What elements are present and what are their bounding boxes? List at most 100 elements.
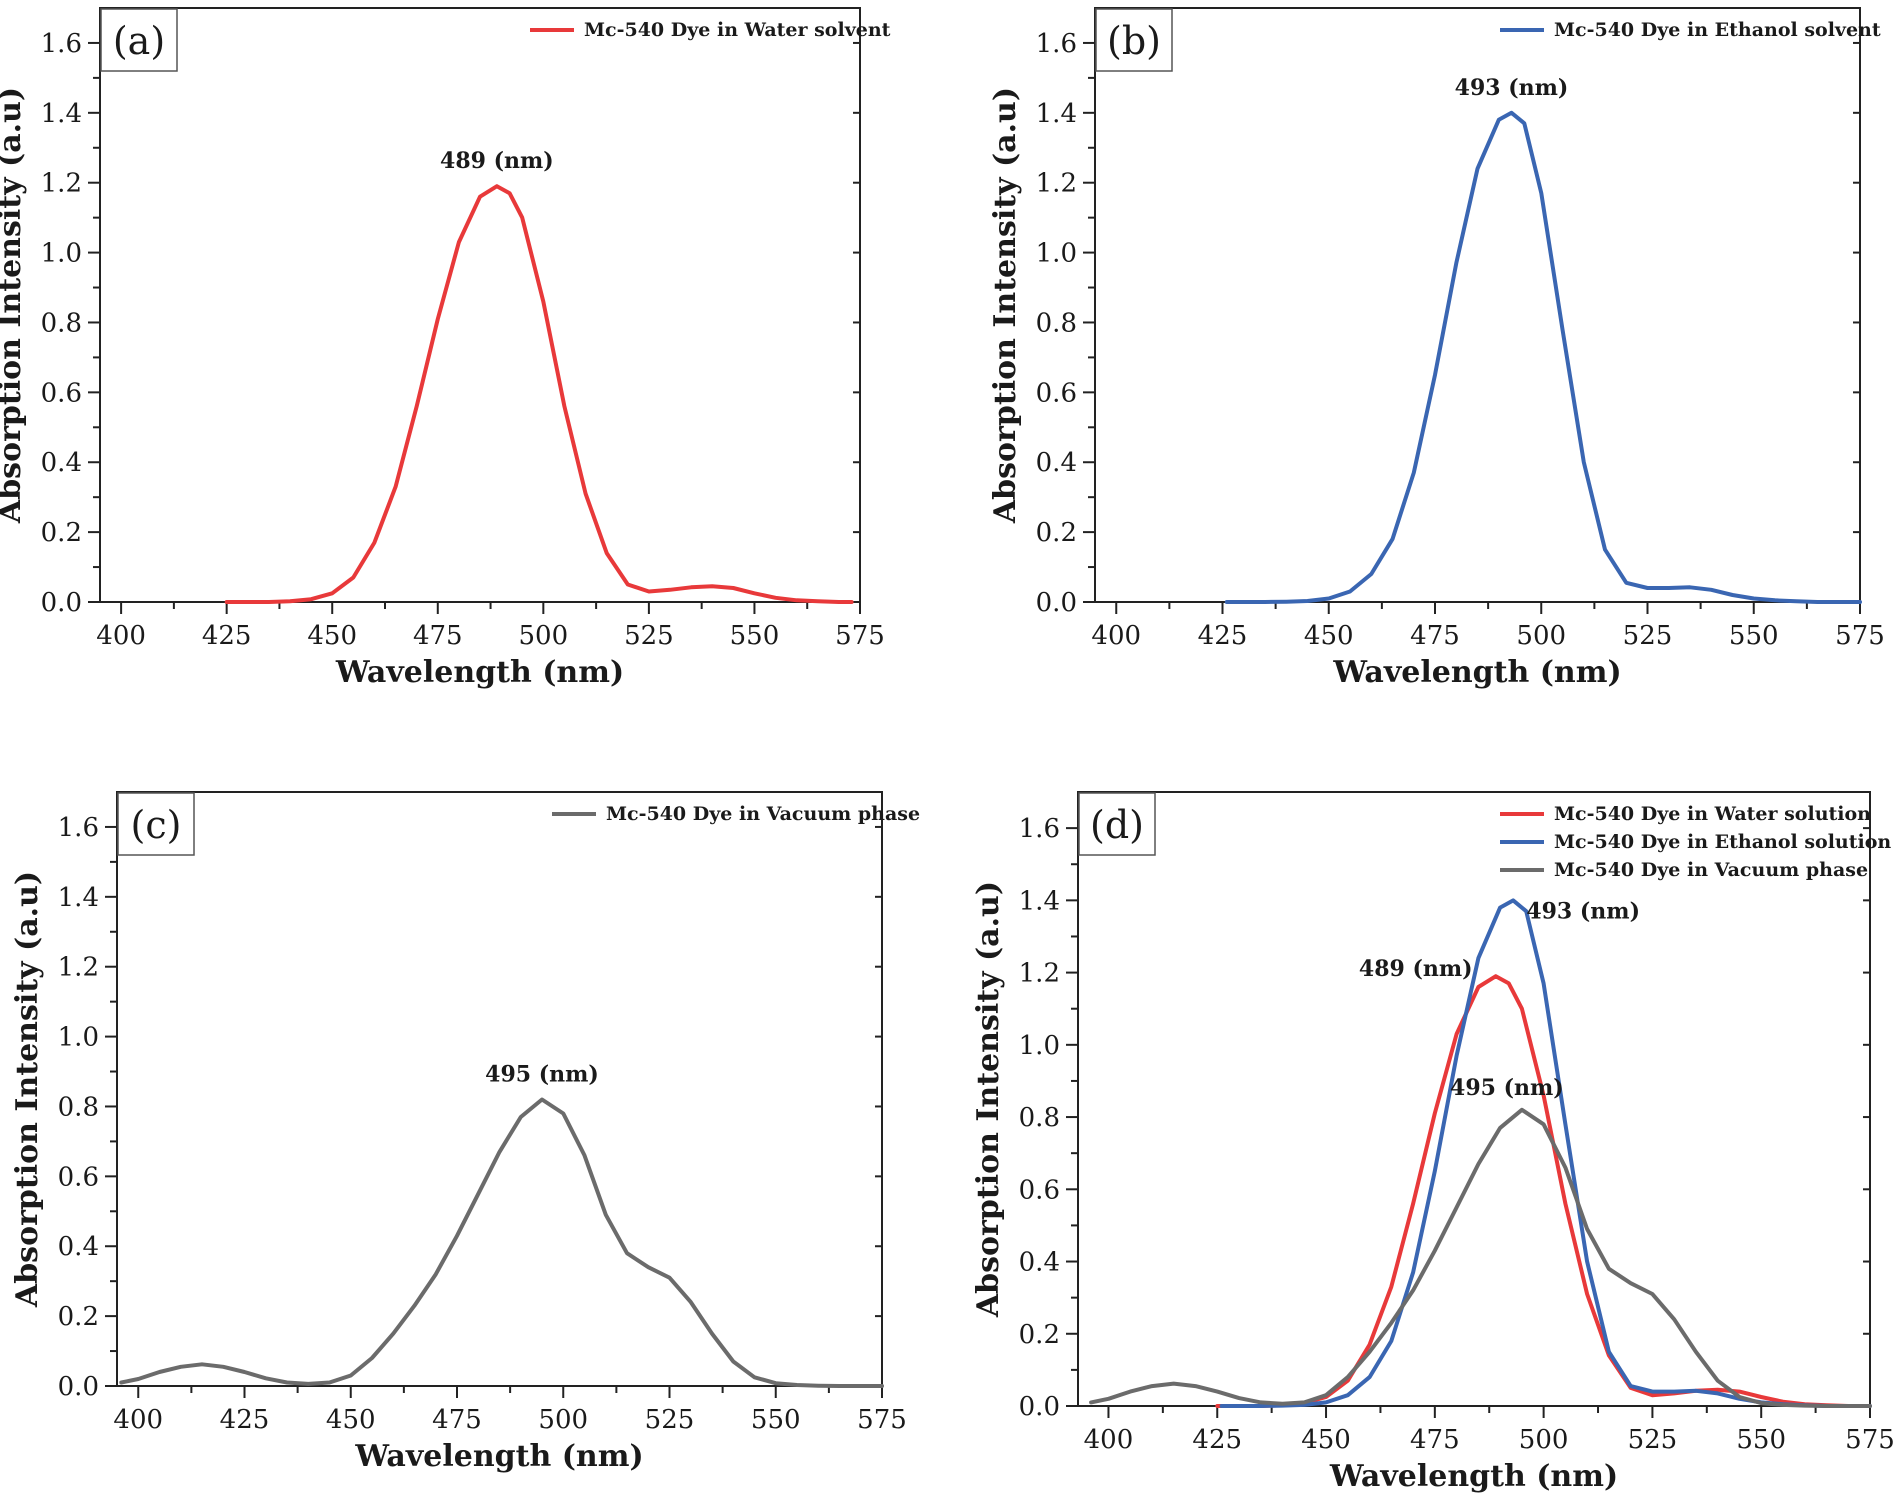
x-tick-label: 500 [1519, 1425, 1569, 1455]
chart-panel-d: 400 425 450 475 500 525 550 575 0.0 0.2 0.4 0.6 0.8 1… [971, 791, 1895, 1494]
x-tick-label: 575 [1845, 1425, 1895, 1455]
y-tick-label: 0.2 [1019, 1320, 1060, 1350]
y-tick-label: 0.2 [1036, 518, 1077, 548]
y-tick-label: 0.0 [41, 588, 82, 618]
x-tick-label: 575 [857, 1405, 907, 1435]
x-tick-label: 575 [835, 621, 885, 651]
x-tick-label: 425 [1198, 621, 1248, 651]
panel-label-box [100, 8, 178, 72]
legend-label-1: Mc-540 Dye in Ethanol solvent [1554, 19, 1881, 41]
x-tick-label: 450 [1304, 621, 1354, 651]
peak-annotation: 495 (nm) [1450, 1075, 1564, 1101]
series-line-1 [224, 184, 854, 604]
y-tick-label: 0.8 [41, 308, 82, 338]
plot-frame [1077, 791, 1871, 1407]
y-tick-label: 0.2 [58, 1302, 99, 1332]
x-tick-label: 500 [1516, 621, 1566, 651]
series-line-2 [1219, 898, 1872, 1408]
x-tick-label: 400 [113, 1405, 163, 1435]
y-tick-label: 0.0 [1036, 588, 1077, 618]
y-tick-label: 1.4 [1036, 99, 1077, 129]
y-tick-label: 0.6 [1036, 378, 1077, 408]
y-tick-label: 0.6 [41, 378, 82, 408]
y-tick-label: 0.0 [1019, 1392, 1060, 1422]
x-tick-label: 475 [432, 1405, 482, 1435]
panel-label-box [1078, 792, 1156, 856]
y-axis-title: Absorption Intensity (a.u) [10, 871, 45, 1308]
peak-annotation: 493 (nm) [1526, 898, 1640, 924]
x-axis-title: Wavelength (nm) [1329, 1459, 1618, 1494]
peak-annotation: 489 (nm) [440, 148, 554, 174]
plot-frame [116, 791, 883, 1387]
x-tick-label: 525 [645, 1405, 695, 1435]
x-tick-label: 425 [1192, 1425, 1242, 1455]
y-tick-label: 1.4 [1019, 886, 1060, 916]
x-axis-title: Wavelength (nm) [354, 1439, 643, 1474]
y-tick-label: 1.0 [1036, 239, 1077, 269]
legend-label-2: Mc-540 Dye in Ethanol solution [1554, 831, 1891, 853]
x-tick-label: 500 [538, 1405, 588, 1435]
x-tick-label: 400 [1091, 621, 1141, 651]
x-tick-label: 550 [1729, 621, 1779, 651]
y-tick-label: 1.4 [58, 883, 99, 913]
series-line-1 [1215, 974, 1864, 1408]
series-line-3 [1089, 1107, 1872, 1408]
x-tick-label: 500 [519, 621, 569, 651]
y-tick-label: 1.0 [58, 1023, 99, 1053]
y-tick-label: 1.2 [58, 953, 99, 983]
y-tick-label: 1.6 [1019, 814, 1060, 844]
y-tick-label: 0.2 [41, 518, 82, 548]
x-tick-label: 550 [730, 621, 780, 651]
peak-annotation: 493 (nm) [1455, 75, 1569, 101]
y-tick-label: 0.4 [41, 448, 82, 478]
legend-label-1: Mc-540 Dye in Water solvent [584, 19, 891, 41]
x-tick-label: 450 [326, 1405, 376, 1435]
series-line-1 [119, 1097, 884, 1388]
legend-label-1: Mc-540 Dye in Vacuum phase [606, 803, 920, 825]
y-tick-label: 1.2 [1019, 959, 1060, 989]
x-tick-label: 475 [1410, 621, 1460, 651]
x-axis-title: Wavelength (nm) [1332, 655, 1621, 690]
panel-label: (d) [1090, 803, 1144, 847]
chart-panel-a: 400 425 450 475 500 525 550 575 0.0 0.2 0.4 0.6 0.8 1… [0, 7, 891, 690]
x-tick-label: 400 [1084, 1425, 1134, 1455]
x-tick-label: 475 [413, 621, 463, 651]
panel-label: (b) [1107, 19, 1161, 63]
y-tick-label: 0.6 [58, 1162, 99, 1192]
plot-frame [1094, 7, 1861, 603]
x-tick-label: 575 [1835, 621, 1885, 651]
x-tick-label: 550 [1736, 1425, 1786, 1455]
legend-label-1: Mc-540 Dye in Water solution [1554, 803, 1871, 825]
y-tick-label: 0.4 [58, 1232, 99, 1262]
y-axis-title: Absorption Intensity (a.u) [971, 881, 1006, 1318]
y-tick-label: 0.4 [1019, 1248, 1060, 1278]
plot-frame [99, 7, 861, 603]
x-tick-label: 425 [220, 1405, 270, 1435]
peak-annotation: 495 (nm) [485, 1061, 599, 1087]
y-tick-label: 0.6 [1019, 1175, 1060, 1205]
x-tick-label: 475 [1410, 1425, 1460, 1455]
chart-panel-b: 400 425 450 475 500 525 550 575 0.0 0.2 0.4 0.6 0.8 1… [988, 7, 1885, 690]
panel-label: (c) [131, 803, 182, 847]
panel-label: (a) [113, 19, 165, 63]
legend-label-3: Mc-540 Dye in Vacuum phase [1554, 859, 1868, 881]
x-tick-label: 400 [96, 621, 146, 651]
y-axis-title: Absorption Intensity (a.u) [988, 87, 1023, 524]
panel-label-box [117, 792, 195, 856]
y-tick-label: 1.6 [1036, 29, 1077, 59]
y-tick-label: 0.8 [1036, 308, 1077, 338]
x-tick-label: 525 [624, 621, 674, 651]
y-tick-label: 0.8 [1019, 1103, 1060, 1133]
y-tick-label: 1.0 [1019, 1031, 1060, 1061]
y-tick-label: 1.2 [41, 169, 82, 199]
y-axis-title: Absorption Intensity (a.u) [0, 87, 28, 524]
x-tick-label: 525 [1628, 1425, 1678, 1455]
y-tick-label: 1.6 [41, 29, 82, 59]
y-tick-label: 1.2 [1036, 169, 1077, 199]
x-tick-label: 525 [1623, 621, 1673, 651]
y-tick-label: 1.4 [41, 99, 82, 129]
y-tick-label: 0.8 [58, 1092, 99, 1122]
panel-label-box [1095, 8, 1173, 72]
x-axis-title: Wavelength (nm) [335, 655, 624, 690]
